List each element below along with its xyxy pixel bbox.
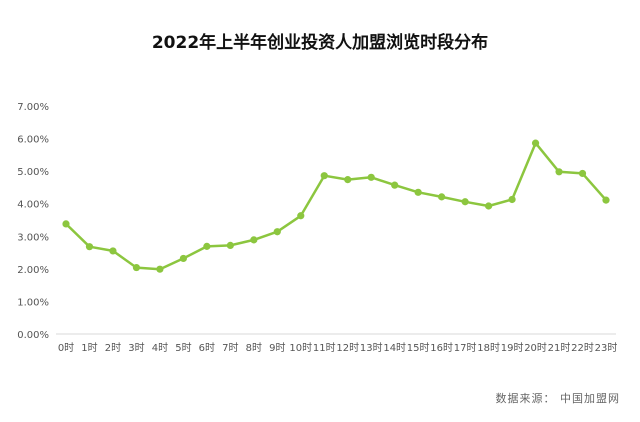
data-point <box>367 173 375 181</box>
x-tick-label: 12时 <box>336 342 359 354</box>
x-tick-label: 16时 <box>430 342 453 354</box>
data-point <box>320 172 328 180</box>
data-point <box>109 247 117 255</box>
data-point <box>578 169 587 178</box>
x-tick-label: 22时 <box>571 342 594 354</box>
data-point <box>132 263 141 272</box>
x-tick-label: 2时 <box>105 342 121 354</box>
point-layer <box>62 139 610 273</box>
data-point <box>438 193 446 201</box>
x-tick-label: 1时 <box>81 342 97 354</box>
data-point <box>297 212 305 220</box>
data-point <box>273 228 281 236</box>
x-tick-label: 7时 <box>222 342 238 354</box>
x-axis-ticks: 0时 1时 2时 3时 4时 5时 6时 7时 8时 9时 10时 11时 12时 13时 14时 15时 16… <box>58 342 618 354</box>
series-layer <box>64 141 608 271</box>
data-point <box>485 202 493 210</box>
data-point <box>531 139 540 147</box>
x-tick-label: 17时 <box>454 342 477 354</box>
x-tick-label: 5时 <box>175 342 191 354</box>
x-tick-label: 23时 <box>595 342 618 354</box>
y-tick-label: 0.00% <box>17 330 49 341</box>
data-point <box>62 220 70 228</box>
chart-title: 2022年上半年创业投资人加盟浏览时段分布 <box>151 33 489 53</box>
x-tick-label: 3时 <box>128 342 144 354</box>
y-tick-label: 7.00% <box>17 102 49 113</box>
x-tick-label: 19时 <box>501 342 524 354</box>
y-tick-label: 5.00% <box>17 167 49 178</box>
x-tick-label: 15时 <box>407 342 430 354</box>
x-tick-label: 0时 <box>58 342 74 354</box>
series-line <box>64 141 608 271</box>
data-point <box>156 265 164 273</box>
x-tick-label: 14时 <box>383 342 406 354</box>
data-point <box>179 254 187 263</box>
x-tick-label: 20时 <box>524 342 547 354</box>
data-point <box>85 243 94 251</box>
y-tick-label: 4.00% <box>17 200 49 211</box>
y-tick-label: 2.00% <box>17 265 49 276</box>
x-tick-label: 4时 <box>152 342 168 354</box>
x-tick-label: 6时 <box>199 342 215 354</box>
y-axis-ticks: 0.00% 1.00% 2.00% 3.00% 4.00% 5.00% 6.00% 7.00% <box>17 102 49 341</box>
data-point <box>461 198 469 206</box>
x-tick-label: 11时 <box>313 342 336 354</box>
data-point <box>414 188 422 196</box>
data-point <box>344 176 352 184</box>
data-point <box>250 236 258 244</box>
x-tick-label: 21时 <box>548 342 571 354</box>
x-tick-label: 10时 <box>289 342 312 354</box>
source-note: 数据来源： 中国加盟网 <box>495 392 620 405</box>
y-tick-label: 1.00% <box>17 297 49 308</box>
data-point <box>555 168 563 176</box>
x-tick-label: 8时 <box>246 342 262 354</box>
y-tick-label: 6.00% <box>17 135 49 146</box>
y-tick-label: 3.00% <box>17 232 49 243</box>
data-point <box>508 195 516 204</box>
data-point <box>602 196 610 204</box>
data-point <box>226 241 234 250</box>
data-point <box>391 181 399 189</box>
data-point <box>203 242 211 250</box>
x-tick-label: 13时 <box>360 342 383 354</box>
x-tick-label: 18时 <box>477 342 500 354</box>
x-tick-label: 9时 <box>269 342 285 354</box>
